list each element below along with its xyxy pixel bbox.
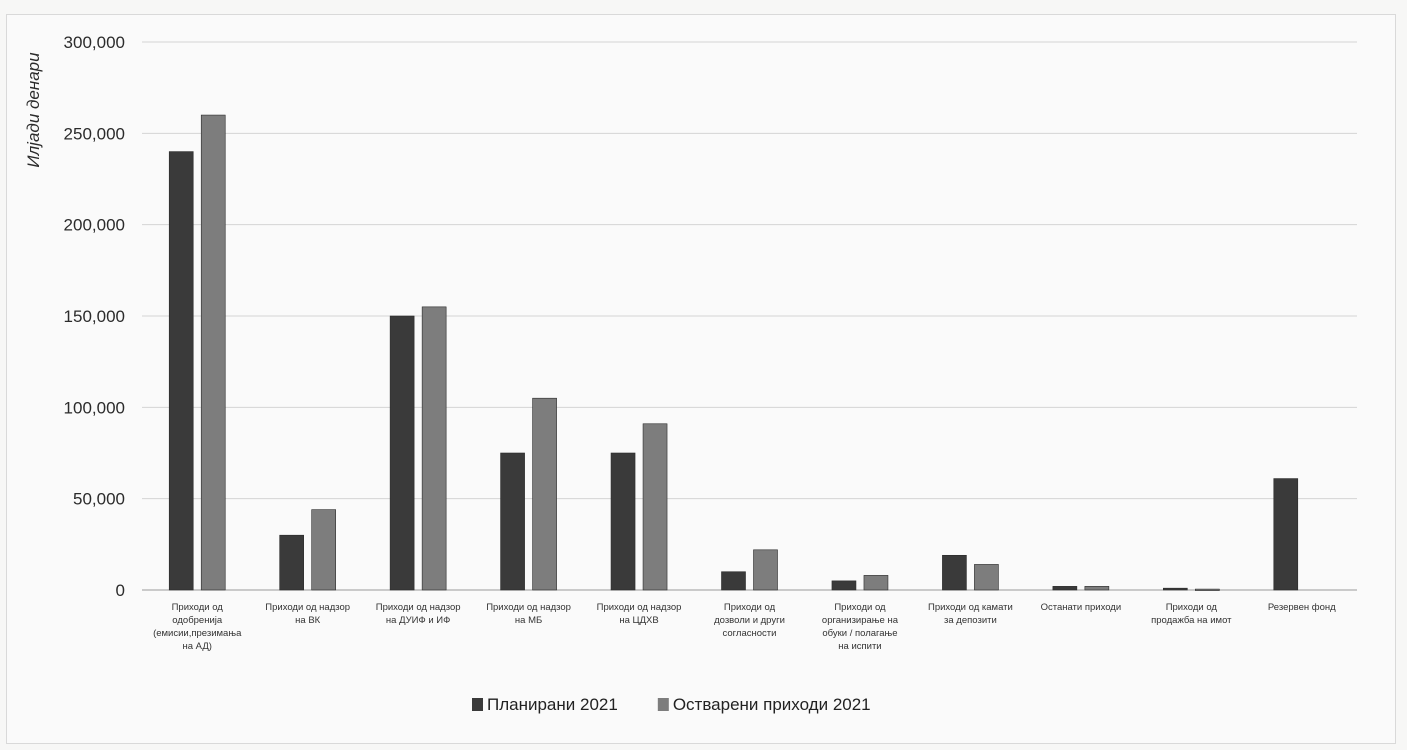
bar [1195,588,1220,591]
bar [311,509,336,591]
bar [500,452,525,591]
x-tick-label: Приходи од продажба на имот [1151,602,1232,626]
y-tick-label: 150,000 [64,307,125,326]
x-tick-label: Приходи од надзор на ДУИФ и ИФ [376,602,461,626]
x-tick-label: Приходи од надзор на МБ [486,602,571,626]
bar [974,564,999,591]
legend-swatch [472,698,483,711]
y-tick-label: 50,000 [73,490,125,509]
bar [1084,586,1110,591]
bar [532,397,557,591]
y-tick-label: 0 [116,581,125,600]
y-tick-label: 250,000 [64,124,125,143]
legend-label: Остварени приходи 2021 [673,695,871,714]
bar [721,571,746,591]
x-tick-label: Приходи од надзор на ВК [265,602,350,626]
x-tick-label: Останати приходи [1041,602,1122,613]
legend: Планирани 2021 Остварени приходи 2021 [472,695,871,714]
bar [642,423,668,591]
bar-chart: 0 50,000 100,000 150,000 200,000 250,000 300,0… [24,33,1357,714]
bar [421,306,447,591]
bar [1052,586,1078,591]
gridlines [142,41,1357,591]
x-axis: Приходи од одобренија (емисии,презимања на … [153,602,1336,652]
legend-swatch [657,698,669,711]
bar [1163,587,1188,591]
y-tick-label: 300,000 [64,33,125,52]
bar [610,452,636,591]
bar [831,580,857,591]
x-tick-label: Приходи од организирање на обуки / полагањ… [822,602,899,652]
bar [200,114,226,591]
x-tick-label: Приходи од одобренија (емисии,презимања на … [153,602,242,652]
y-axis-label: Илјади денари [24,52,43,168]
chart-frame: 0 50,000 100,000 150,000 200,000 250,000 300,0… [6,14,1396,744]
x-tick-label: Приходи од надзор на ЦДХВ [597,602,682,626]
x-tick-label: Приходи од дозволи и други согласности [714,602,785,639]
bar [389,315,415,591]
bar [279,534,304,591]
x-tick-label: Приходи од камати за депозити [928,602,1013,626]
x-tick-label: Резервен фонд [1268,602,1336,613]
y-tick-label: 200,000 [64,216,125,235]
bar [753,549,778,591]
bar [863,575,889,591]
bar [168,151,194,591]
y-axis: 0 50,000 100,000 150,000 200,000 250,000 300,0… [64,33,125,600]
bar [1273,478,1299,591]
bar [942,554,967,591]
bars [168,114,1299,591]
legend-label: Планирани 2021 [487,695,618,714]
y-tick-label: 100,000 [64,398,125,417]
